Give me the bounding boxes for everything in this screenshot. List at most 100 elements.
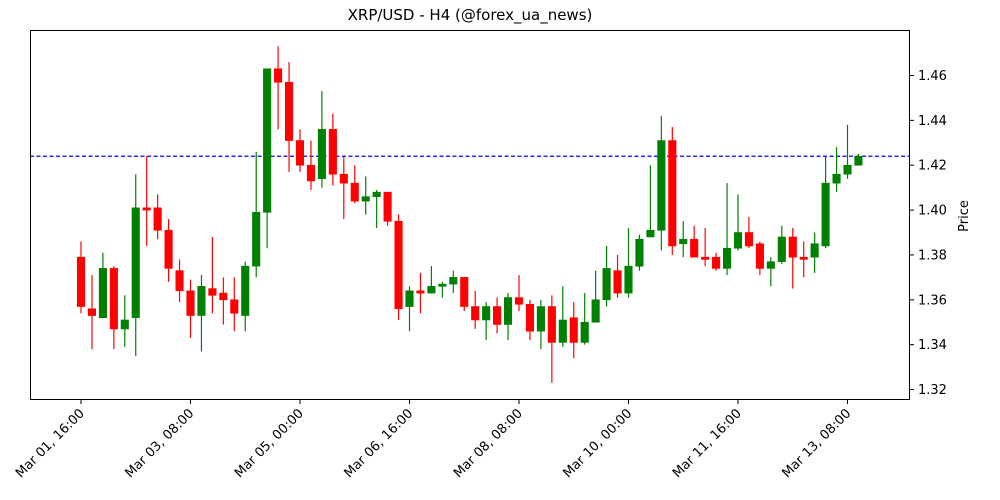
candle — [186, 279, 195, 338]
candle-body — [76, 256, 86, 307]
candle — [263, 68, 272, 249]
candle-body — [547, 306, 556, 343]
candle-body — [131, 207, 140, 319]
candle-body — [755, 243, 764, 269]
candle-body — [394, 220, 403, 310]
candle-body — [744, 232, 754, 247]
candle — [766, 257, 775, 287]
candle — [493, 297, 502, 334]
candle-body — [460, 277, 469, 307]
candle — [547, 295, 556, 383]
candle — [109, 266, 118, 350]
candle — [284, 62, 294, 172]
candle — [394, 214, 403, 320]
candle-body — [766, 261, 775, 269]
candle-body — [263, 68, 272, 213]
candle-body — [284, 81, 294, 141]
candle-body — [328, 129, 337, 175]
candle — [613, 254, 622, 298]
y-tick-label: 1.44 — [918, 114, 947, 129]
candle-body — [175, 270, 184, 292]
x-tick-label: Mar 08, 08:00 — [451, 406, 526, 481]
candle-body — [252, 212, 261, 267]
candle — [438, 281, 447, 298]
candle-body — [514, 297, 524, 305]
candle-body — [493, 306, 502, 325]
candle — [76, 241, 86, 314]
candle-body — [722, 247, 732, 269]
candle — [701, 228, 710, 267]
candle — [679, 221, 688, 258]
candle — [230, 277, 239, 332]
y-axis: 1.32 1.34 1.36 1.38 1.40 1.42 1.44 1.46 — [910, 69, 947, 398]
candle — [241, 261, 250, 332]
candle-body — [186, 290, 195, 316]
candle-body — [241, 265, 250, 316]
candle — [558, 286, 567, 347]
candle — [503, 293, 513, 341]
candle-body — [646, 229, 655, 238]
candle-body — [230, 299, 239, 314]
candle — [722, 183, 732, 276]
candle — [460, 277, 469, 312]
y-axis-label: Price — [957, 200, 972, 232]
candle-body — [350, 182, 359, 202]
candle — [832, 147, 841, 193]
candle — [372, 189, 381, 229]
candle — [274, 46, 283, 130]
candle-body — [274, 68, 283, 83]
candle-body — [580, 321, 589, 343]
y-tick-label: 1.34 — [918, 338, 947, 353]
candle — [339, 156, 348, 220]
candle-body — [810, 243, 819, 258]
candle — [98, 252, 107, 319]
candles — [76, 46, 863, 383]
candle — [843, 124, 852, 179]
candle-body — [832, 173, 841, 184]
candle — [317, 91, 326, 188]
x-tick-label: Mar 01, 16:00 — [13, 406, 88, 481]
candle — [361, 176, 370, 215]
candle-body — [843, 164, 852, 175]
candle-body — [591, 299, 600, 323]
candle — [712, 252, 721, 271]
candle — [405, 286, 414, 332]
x-tick-label: Mar 11, 16:00 — [670, 406, 745, 481]
candle — [744, 216, 754, 249]
candle — [602, 245, 611, 307]
candle — [350, 165, 359, 204]
x-tick-label: Mar 10, 00:00 — [560, 406, 635, 481]
candle — [197, 275, 206, 352]
candle-body — [405, 290, 414, 307]
candle-body — [602, 268, 611, 301]
y-tick-label: 1.38 — [918, 248, 947, 263]
candle — [569, 302, 578, 359]
x-tick-label: Mar 03, 08:00 — [122, 406, 197, 481]
candle-body — [471, 306, 480, 321]
candle-body — [109, 268, 118, 330]
candle-body — [777, 236, 786, 262]
candle — [821, 156, 830, 249]
candle — [328, 113, 337, 186]
plot-frame — [30, 30, 910, 400]
candle-body — [657, 140, 666, 231]
candle — [383, 191, 392, 226]
candle-body — [712, 256, 721, 269]
candle — [624, 228, 633, 298]
candle-body — [383, 191, 392, 222]
y-tick-label: 1.36 — [918, 293, 947, 308]
candle — [777, 225, 786, 264]
chart-title: XRP/USD - H4 (@forex_ua_news) — [347, 6, 593, 24]
candle-body — [153, 207, 162, 231]
candle — [657, 115, 666, 251]
candle-body — [98, 268, 107, 319]
candle-body — [339, 173, 348, 184]
candle — [175, 259, 184, 303]
candle — [427, 266, 436, 294]
candle — [131, 174, 140, 356]
candle-body — [449, 277, 458, 285]
candle-body — [799, 256, 808, 260]
candle — [219, 277, 228, 325]
candle — [733, 194, 743, 251]
candle-body — [624, 265, 633, 294]
